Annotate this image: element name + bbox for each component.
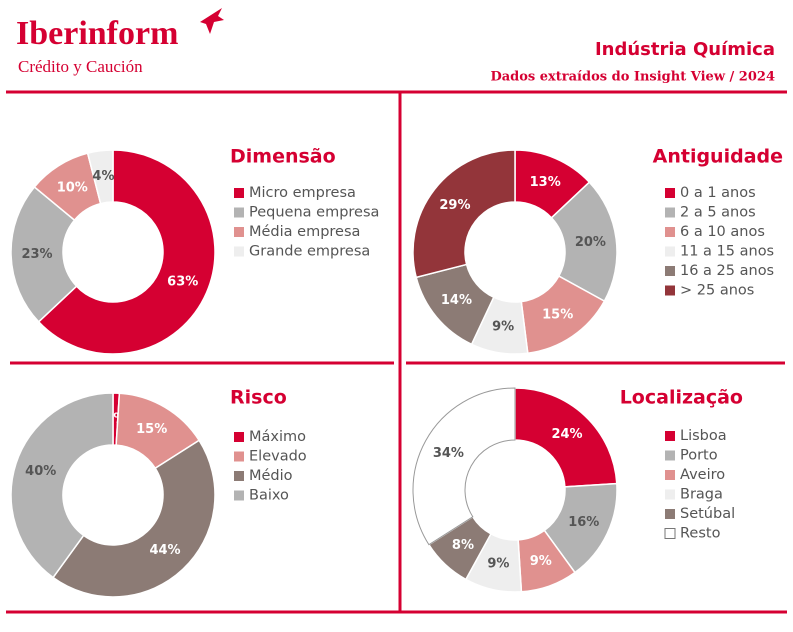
- chart-title: Antiguidade: [653, 146, 783, 168]
- legend-swatch: [665, 470, 675, 480]
- legend-swatch: [234, 207, 244, 218]
- legend-swatch: [665, 450, 675, 461]
- data-label: 13%: [530, 175, 561, 190]
- data-label: 29%: [439, 198, 470, 213]
- legend-swatch: [234, 227, 244, 237]
- chart-title: Localização: [620, 387, 743, 409]
- donut-segment: [550, 181, 618, 303]
- legend-swatch: [665, 188, 675, 198]
- legend-swatch: [234, 471, 244, 481]
- legend-label: Máximo: [249, 429, 306, 445]
- data-label: 9%: [492, 320, 514, 335]
- data-label: 9%: [487, 557, 509, 572]
- data-label: 24%: [551, 427, 582, 442]
- legend-swatch: [234, 188, 244, 198]
- data-label: 8%: [452, 538, 474, 553]
- legend-label: Grande empresa: [249, 244, 370, 260]
- legend-label: 2 a 5 anos: [680, 205, 756, 221]
- legend-swatch: [665, 489, 675, 500]
- legend-swatch: [665, 285, 675, 296]
- legend-label: Pequena empresa: [249, 205, 379, 221]
- data-label: 20%: [575, 235, 606, 250]
- legend-label: 16 a 25 anos: [680, 263, 774, 279]
- data-label: 10%: [57, 180, 88, 195]
- legend-label: Setúbal: [680, 506, 735, 522]
- legend-label: > 25 anos: [680, 283, 754, 299]
- data-label: 34%: [433, 446, 464, 461]
- legend-label: Médio: [249, 468, 293, 484]
- page-subtitle: Dados extraídos do Insight View / 2024: [490, 70, 775, 85]
- legend-swatch: [665, 266, 675, 276]
- legend-swatch: [664, 528, 676, 539]
- chart-title: Risco: [230, 387, 287, 409]
- donut-segment: [412, 149, 516, 279]
- legend-swatch: [234, 246, 244, 257]
- donut-segment: [514, 387, 618, 488]
- logo-icon: [200, 8, 224, 34]
- legend-label: 11 a 15 anos: [680, 244, 774, 260]
- data-label: 14%: [441, 293, 472, 308]
- page-title: Indústria Química: [595, 39, 775, 60]
- legend-label: 6 a 10 anos: [680, 224, 765, 240]
- data-label: 40%: [25, 464, 56, 479]
- legend-label: Porto: [680, 448, 718, 464]
- legend-label: Aveiro: [680, 467, 725, 483]
- legend-swatch: [234, 451, 244, 462]
- legend-label: Micro empresa: [249, 185, 356, 201]
- tagline: Crédito y Caución: [18, 57, 143, 76]
- legend-swatch: [234, 490, 244, 501]
- legend-swatch: [665, 246, 675, 257]
- donut-segment: [51, 439, 216, 598]
- legend-label: 0 a 1 anos: [680, 185, 756, 201]
- data-label: 16%: [568, 515, 599, 530]
- logo: Iberinform: [16, 15, 178, 52]
- legend-swatch: [665, 227, 675, 237]
- data-label: 63%: [167, 275, 198, 290]
- donut-segment: [37, 149, 216, 355]
- data-label: 15%: [542, 307, 573, 322]
- legend-label: Lisboa: [680, 428, 727, 444]
- donut-segment: [412, 387, 516, 546]
- data-label: 23%: [21, 247, 52, 262]
- legend-swatch: [665, 509, 675, 519]
- legend-label: Braga: [680, 487, 723, 503]
- data-label: 44%: [149, 543, 180, 558]
- legend-label: Baixo: [249, 488, 289, 504]
- data-label: 4%: [92, 169, 114, 184]
- donut-segment: [10, 392, 114, 579]
- data-label: 9%: [530, 554, 552, 569]
- legend-label: Média empresa: [249, 224, 360, 240]
- legend-swatch: [665, 431, 675, 441]
- legend-swatch: [234, 432, 244, 442]
- legend-label: Resto: [680, 526, 721, 542]
- legend-label: Elevado: [249, 449, 307, 465]
- donut-segment: [10, 185, 78, 323]
- chart-title: Dimensão: [230, 146, 336, 168]
- donut-segment: [86, 149, 114, 205]
- data-label: 15%: [136, 422, 167, 437]
- legend-swatch: [665, 207, 675, 218]
